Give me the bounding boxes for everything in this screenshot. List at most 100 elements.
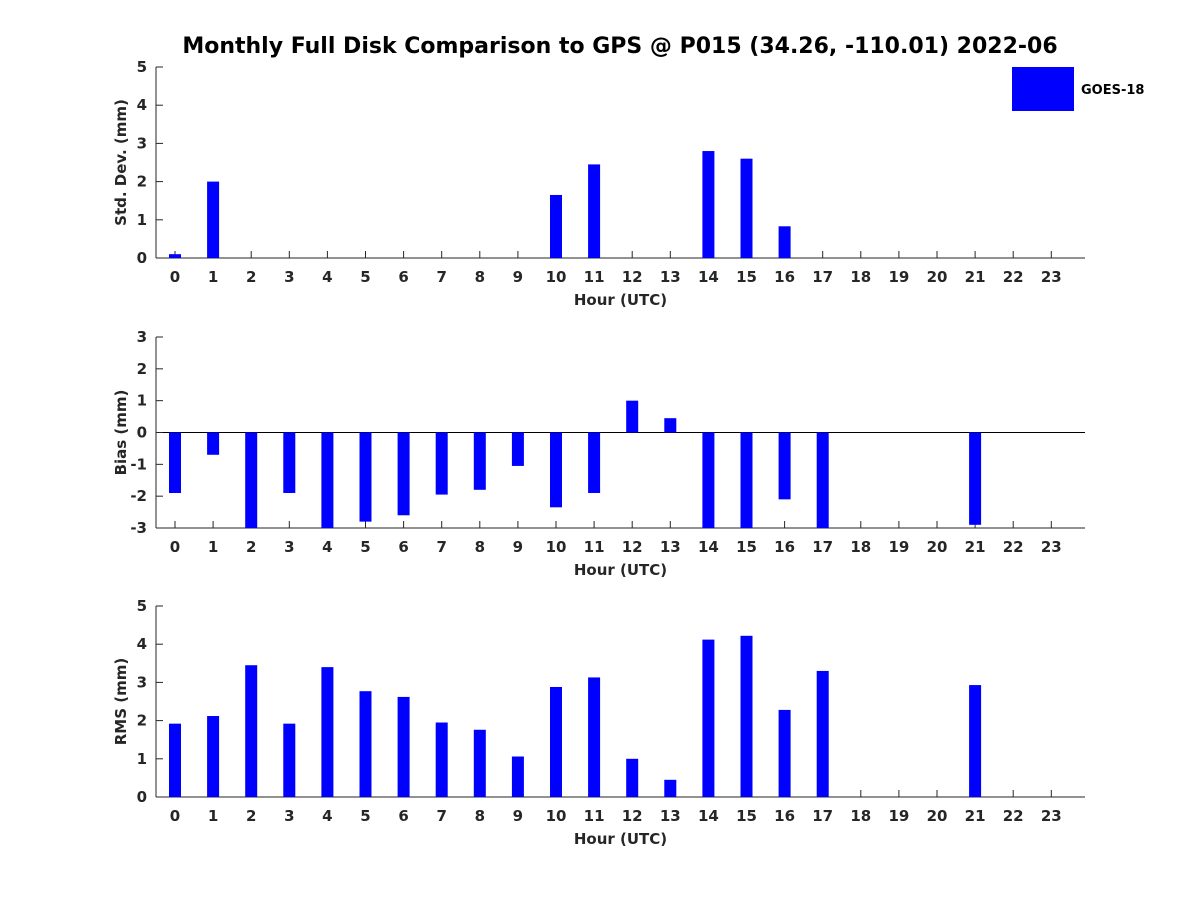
x-tick-label: 23 — [1041, 268, 1062, 286]
x-tick-label: 4 — [322, 807, 332, 825]
x-tick-label: 14 — [698, 268, 719, 286]
bar-hour-11 — [588, 164, 601, 258]
x-tick-label: 14 — [698, 538, 719, 556]
y-axis-label: Std. Dev. (mm) — [112, 99, 130, 226]
y-tick-label: 4 — [137, 96, 147, 114]
x-tick-label: 16 — [774, 268, 795, 286]
x-tick-label: 3 — [284, 268, 294, 286]
x-tick-label: 7 — [436, 268, 446, 286]
y-tick-label: 2 — [137, 360, 147, 378]
y-axis-label: RMS (mm) — [112, 658, 130, 745]
bar-hour-17 — [816, 670, 829, 797]
bar-hour-12 — [626, 400, 639, 433]
x-tick-label: 0 — [170, 538, 180, 556]
bar-hour-12 — [626, 758, 639, 797]
y-tick-label: 1 — [137, 392, 147, 410]
y-tick-label: -1 — [130, 455, 147, 473]
x-tick-label: 0 — [170, 807, 180, 825]
bar-hour-14 — [702, 432, 715, 528]
y-axis-label: Bias (mm) — [112, 390, 130, 476]
x-tick-label: 17 — [812, 807, 833, 825]
x-tick-label: 23 — [1041, 538, 1062, 556]
x-tick-label: 2 — [246, 268, 256, 286]
x-tick-label: 9 — [513, 268, 523, 286]
bar-hour-4 — [321, 667, 334, 797]
x-tick-label: 8 — [475, 538, 485, 556]
x-tick-label: 11 — [584, 538, 605, 556]
bar-hour-11 — [588, 677, 601, 797]
bar-hour-4 — [321, 432, 334, 528]
x-tick-label: 22 — [1003, 807, 1024, 825]
x-tick-label: 3 — [284, 538, 294, 556]
x-tick-label: 21 — [965, 807, 986, 825]
y-tick-label: -2 — [130, 487, 147, 505]
y-tick-label: 5 — [137, 597, 147, 615]
x-tick-label: 18 — [850, 268, 871, 286]
bar-hour-14 — [702, 151, 715, 258]
bar-hour-13 — [664, 418, 677, 433]
x-tick-label: 16 — [774, 807, 795, 825]
x-tick-label: 15 — [736, 538, 757, 556]
x-tick-label: 20 — [927, 538, 948, 556]
x-tick-label: 5 — [360, 268, 370, 286]
y-tick-label: 3 — [137, 328, 147, 346]
x-tick-label: 12 — [622, 538, 643, 556]
bar-hour-10 — [550, 432, 562, 508]
x-axis-label: Hour (UTC) — [574, 830, 667, 848]
y-tick-label: 2 — [137, 712, 147, 730]
y-tick-label: -3 — [130, 519, 147, 537]
x-tick-label: 6 — [398, 268, 408, 286]
x-tick-label: 8 — [475, 807, 485, 825]
x-tick-label: 22 — [1003, 538, 1024, 556]
bar-hour-15 — [740, 432, 753, 528]
bar-hour-10 — [550, 686, 562, 797]
bar-hour-7 — [435, 722, 448, 797]
x-tick-label: 10 — [546, 807, 567, 825]
bar-hour-3 — [283, 723, 296, 797]
legend: GOES-18 — [1012, 67, 1144, 111]
bar-hour-6 — [397, 696, 410, 797]
bar-hour-5 — [359, 432, 372, 522]
bar-hour-0 — [169, 432, 181, 493]
x-axis-label: Hour (UTC) — [574, 561, 667, 579]
x-tick-label: 15 — [736, 807, 757, 825]
x-tick-label: 12 — [622, 807, 643, 825]
x-tick-label: 17 — [812, 268, 833, 286]
y-tick-label: 0 — [137, 788, 147, 806]
x-tick-label: 7 — [436, 538, 446, 556]
x-tick-label: 21 — [965, 538, 986, 556]
x-tick-label: 6 — [398, 807, 408, 825]
bar-hour-1 — [207, 181, 220, 258]
x-tick-label: 13 — [660, 538, 681, 556]
bar-hour-21 — [969, 432, 982, 525]
bar-hour-0 — [169, 723, 181, 797]
x-tick-label: 4 — [322, 268, 332, 286]
bar-hour-15 — [740, 635, 753, 797]
legend-swatch — [1012, 67, 1074, 111]
x-tick-label: 1 — [208, 268, 218, 286]
x-axis-label: Hour (UTC) — [574, 291, 667, 309]
bar-hour-5 — [359, 691, 372, 797]
bar-hour-17 — [816, 432, 829, 528]
x-tick-label: 20 — [927, 268, 948, 286]
y-tick-label: 3 — [137, 673, 147, 691]
x-tick-label: 18 — [850, 538, 871, 556]
x-tick-label: 8 — [475, 268, 485, 286]
bar-hour-16 — [778, 432, 791, 500]
x-tick-label: 13 — [660, 268, 681, 286]
bar-hour-3 — [283, 432, 296, 493]
x-tick-label: 19 — [888, 538, 909, 556]
x-tick-label: 10 — [546, 538, 567, 556]
x-tick-label: 20 — [927, 807, 948, 825]
bar-hour-8 — [473, 432, 486, 490]
bar-hour-15 — [740, 158, 753, 258]
y-tick-label: 5 — [137, 58, 147, 76]
x-tick-label: 1 — [208, 807, 218, 825]
y-tick-label: 0 — [137, 249, 147, 267]
bar-hour-11 — [588, 432, 601, 493]
bar-hour-14 — [702, 639, 715, 797]
bar-hour-0 — [169, 254, 181, 258]
bar-hour-2 — [245, 432, 258, 528]
x-tick-label: 14 — [698, 807, 719, 825]
